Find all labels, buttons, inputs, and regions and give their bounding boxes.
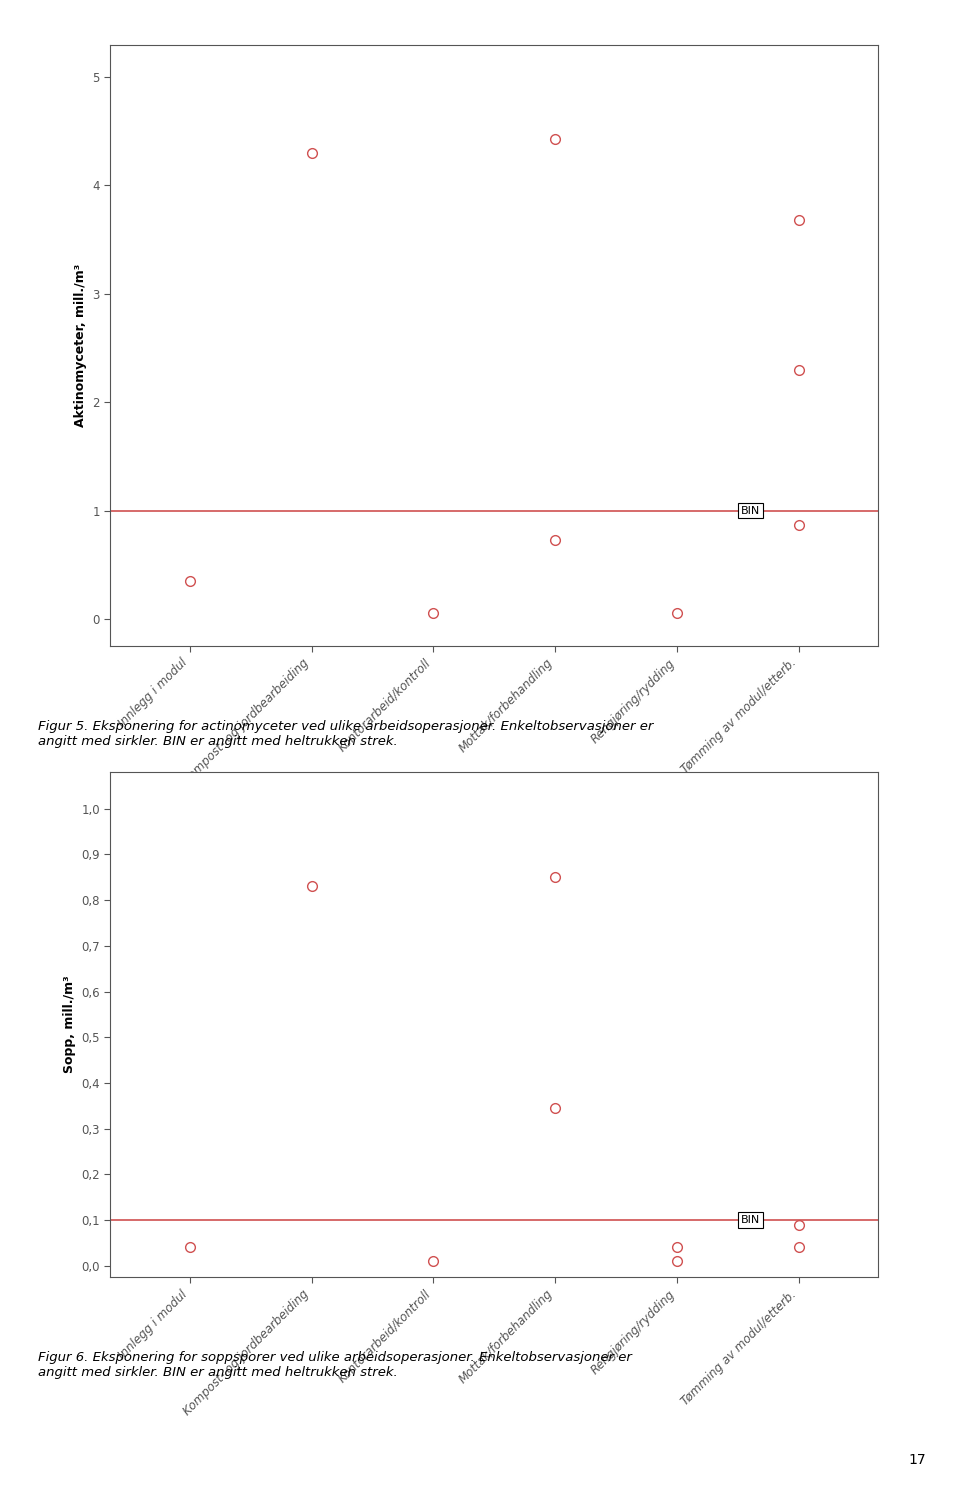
Text: BIN: BIN (741, 505, 760, 515)
Y-axis label: Aktinomyceter, mill./m³: Aktinomyceter, mill./m³ (74, 264, 87, 426)
Text: Figur 5. Eksponering for actinomyceter ved ulike arbeidsoperasjoner. Enkeltobser: Figur 5. Eksponering for actinomyceter v… (38, 720, 654, 748)
Text: BIN: BIN (741, 1215, 760, 1225)
Y-axis label: Sopp, mill./m³: Sopp, mill./m³ (62, 976, 76, 1074)
Text: 17: 17 (909, 1454, 926, 1467)
Text: Figur 6. Eksponering for soppsporer ved ulike arbeidsoperasjoner. Enkeltobservas: Figur 6. Eksponering for soppsporer ved … (38, 1351, 633, 1380)
